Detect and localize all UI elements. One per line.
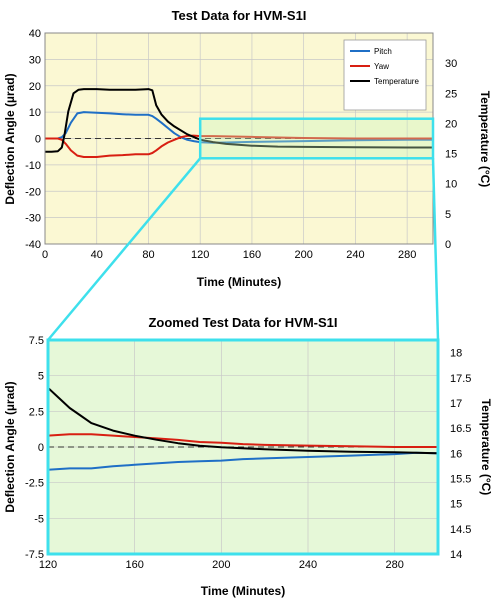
series-pitch-line xyxy=(45,111,433,144)
x-tick-label: 120 xyxy=(39,559,57,571)
top-y2-axis-label: Temperature (°C) xyxy=(478,91,492,188)
zoom-series-lines xyxy=(47,387,439,471)
y2-tick-label: 5 xyxy=(445,209,451,221)
y-tick-label: -40 xyxy=(25,239,41,251)
series-temperature-line xyxy=(47,387,439,455)
y-tick-label: 0 xyxy=(35,134,41,146)
zoom-x-axis-label: Time (Minutes) xyxy=(201,584,285,598)
x-tick-label: 240 xyxy=(299,559,317,571)
zoom-y-axis-label: Deflection Angle (µrad) xyxy=(3,381,17,512)
top-chart-title: Test Data for HVM-S1I xyxy=(172,8,307,23)
y-tick-label: -7.5 xyxy=(25,549,44,561)
legend-yaw-label: Yaw xyxy=(374,62,389,71)
y2-tick-label: 25 xyxy=(445,88,457,100)
zoom-x-tick-labels: 120 160 200 240 280 xyxy=(39,559,404,571)
top-series-lines xyxy=(45,88,433,158)
x-tick-label: 160 xyxy=(125,559,143,571)
series-temperature-line xyxy=(45,88,433,153)
zoom-region-box xyxy=(198,117,435,160)
y-tick-label: 40 xyxy=(29,28,41,40)
zoom-connector-left xyxy=(47,157,202,341)
x-tick-label: 160 xyxy=(243,249,261,261)
x-tick-label: 200 xyxy=(294,249,312,261)
y2-tick-label: 16 xyxy=(450,448,462,460)
y2-tick-label: 30 xyxy=(445,58,457,70)
x-tick-label: 80 xyxy=(142,249,154,261)
y-tick-label: 30 xyxy=(29,54,41,66)
zoom-chart-title: Zoomed Test Data for HVM-S1I xyxy=(148,315,337,330)
y-tick-label: -2.5 xyxy=(25,478,44,490)
y-tick-label: 2.5 xyxy=(29,406,44,418)
x-tick-label: 280 xyxy=(398,249,416,261)
y-tick-label: -5 xyxy=(34,513,44,525)
zoom-plot-frame xyxy=(46,338,440,556)
y-tick-label: 5 xyxy=(38,371,44,383)
top-chart: 0 40 80 120 160 200 240 280 403020100-10-20-30-… xyxy=(3,8,492,289)
y-tick-label: -20 xyxy=(25,186,41,198)
y2-tick-label: 17 xyxy=(450,398,462,410)
y2-tick-label: 10 xyxy=(445,179,457,191)
y2-tick-label: 15 xyxy=(450,499,462,511)
y2-tick-label: 15.5 xyxy=(450,473,471,485)
y-tick-label: -30 xyxy=(25,213,41,225)
legend-temperature-label: Temperature xyxy=(374,77,419,86)
y2-tick-label: 18 xyxy=(450,348,462,360)
zoom-y2-tick-labels: 18 17.5 17 16.5 16 15.5 15 14.5 14 xyxy=(450,348,471,561)
top-y-axis-label: Deflection Angle (µrad) xyxy=(3,73,17,204)
series-yaw-line xyxy=(47,433,438,448)
zoom-y-tick-labels: 7.5 5 2.5 0 -2.5 -5 -7.5 xyxy=(25,335,44,561)
x-tick-label: 120 xyxy=(191,249,209,261)
y2-tick-label: 14 xyxy=(450,549,462,561)
y2-tick-label: 0 xyxy=(445,239,451,251)
zoom-connector-right xyxy=(431,158,440,341)
x-tick-label: 0 xyxy=(42,249,48,261)
y-tick-label: -10 xyxy=(25,160,41,172)
x-tick-label: 280 xyxy=(385,559,403,571)
y-tick-label: 20 xyxy=(29,81,41,93)
y-tick-label: 7.5 xyxy=(29,335,44,347)
series-pitch-line xyxy=(47,451,439,471)
zoom-y2-axis-label: Temperature (°C) xyxy=(479,399,493,496)
x-tick-label: 200 xyxy=(212,559,230,571)
x-tick-label: 240 xyxy=(346,249,364,261)
zoomed-chart: Zoomed Test Data for HVM-S1I 120 160 200 24… xyxy=(3,315,493,598)
y2-tick-label: 20 xyxy=(445,118,457,130)
y2-tick-label: 16.5 xyxy=(450,423,471,435)
top-x-axis-label: Time (Minutes) xyxy=(197,275,281,289)
legend-pitch-label: Pitch xyxy=(374,47,392,56)
legend: Pitch Yaw Temperature xyxy=(343,39,427,111)
y2-tick-label: 14.5 xyxy=(450,524,471,536)
y-tick-label: 0 xyxy=(38,442,44,454)
y2-tick-label: 17.5 xyxy=(450,373,471,385)
y2-tick-label: 15 xyxy=(445,149,457,161)
series-yaw-line xyxy=(45,134,433,158)
x-tick-label: 40 xyxy=(91,249,103,261)
top-y2-tick-labels: 30 25 20 15 10 5 0 xyxy=(445,58,457,251)
top-x-tick-labels: 0 40 80 120 160 200 240 280 xyxy=(42,249,416,261)
y-tick-label: 10 xyxy=(29,107,41,119)
top-y-tick-labels: 40 30 20 10 0 -10 -20 -30 -40 xyxy=(25,28,41,251)
